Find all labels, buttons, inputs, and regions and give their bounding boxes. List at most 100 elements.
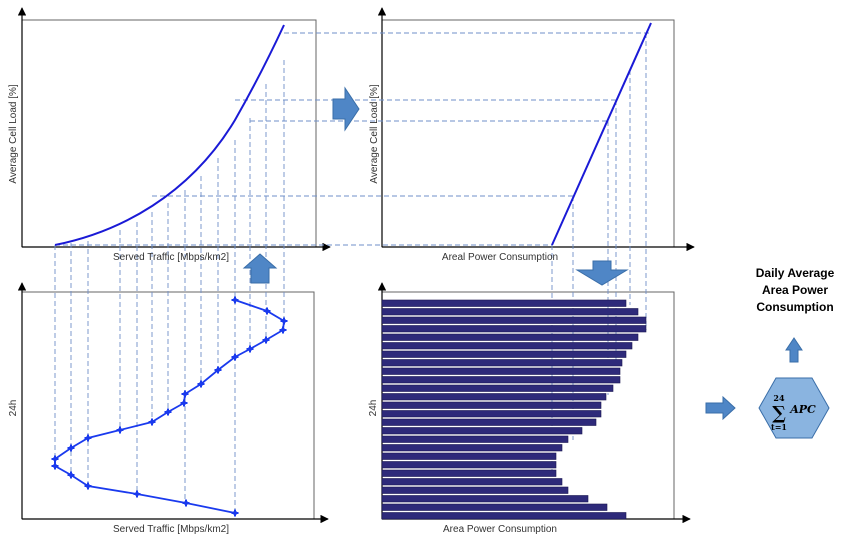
marker-dot [52, 463, 58, 469]
power-bar [381, 512, 627, 520]
marker-dot [215, 367, 221, 373]
traffic-marker [279, 326, 287, 334]
traffic-marker [214, 366, 222, 374]
power-bar [381, 469, 557, 477]
top-right-x-label: Areal Power Consumption [442, 252, 558, 263]
power-bar [381, 486, 569, 494]
power-bar [381, 342, 633, 350]
marker-dot [198, 381, 204, 387]
marker-dot [134, 491, 140, 497]
power-bar [381, 435, 569, 443]
power-bar [381, 393, 607, 401]
traffic-marker [263, 307, 271, 315]
power-bar [381, 427, 583, 435]
bottom-right-x-label: Area Power Consumption [443, 524, 557, 535]
top-left-x-label: Served Traffic [Mbps/km2] [113, 252, 229, 263]
result-right-arrow-icon [705, 395, 736, 421]
sum-lower-limit: t=1 [771, 422, 787, 432]
traffic-marker [148, 418, 156, 426]
power-bar [381, 325, 647, 333]
load-vs-power-line [551, 22, 652, 246]
power-bars [381, 299, 647, 520]
traffic-marker [67, 471, 75, 479]
down-arrow-icon [575, 260, 629, 286]
result-title-line-2: Area Power [762, 283, 828, 297]
traffic-marker [51, 462, 59, 470]
power-bar [381, 452, 557, 460]
flow-arrows [242, 86, 803, 421]
power-bar [381, 308, 639, 316]
traffic-marker [197, 380, 205, 388]
power-bar [381, 503, 608, 511]
power-bar [381, 384, 614, 392]
marker-dot [264, 308, 270, 314]
marker-dot [281, 318, 287, 324]
marker-dot [149, 419, 155, 425]
marker-dot [232, 354, 238, 360]
power-bar [381, 401, 602, 409]
marker-dot [68, 445, 74, 451]
power-bar [381, 316, 647, 324]
marker-dot [182, 391, 188, 397]
marker-dot [68, 472, 74, 478]
marker-dot [183, 500, 189, 506]
traffic-marker [84, 482, 92, 490]
power-bar [381, 350, 627, 358]
marker-dot [117, 427, 123, 433]
traffic-marker [280, 317, 288, 325]
traffic-marker [116, 426, 124, 434]
traffic-markers [51, 296, 288, 517]
traffic-marker [182, 499, 190, 507]
top-left-frame [21, 19, 317, 248]
traffic-marker [51, 455, 59, 463]
traffic-marker [180, 399, 188, 407]
bottom-left-x-label: Served Traffic [Mbps/km2] [113, 524, 229, 535]
right-arrow-icon [332, 86, 360, 132]
bottom-right-y-label: 24h [368, 400, 379, 417]
marker-dot [247, 346, 253, 352]
marker-dot [263, 337, 269, 343]
traffic-marker [262, 336, 270, 344]
result-up-arrow-icon [785, 337, 803, 363]
up-arrow-icon [242, 253, 278, 284]
power-bar [381, 376, 621, 384]
marker-dot [52, 456, 58, 462]
load-vs-traffic-curve [54, 24, 285, 246]
power-bar [381, 410, 602, 418]
power-bar [381, 367, 621, 375]
marker-dot [181, 400, 187, 406]
sum-upper-limit: 24 [773, 393, 785, 403]
traffic-marker [231, 353, 239, 361]
power-bar [381, 444, 563, 452]
traffic-marker [67, 444, 75, 452]
marker-dot [85, 435, 91, 441]
traffic-marker [133, 490, 141, 498]
traffic-marker [84, 434, 92, 442]
marker-dot [85, 483, 91, 489]
top-right-y-label: Average Cell Load [%] [369, 84, 380, 184]
power-bar [381, 299, 627, 307]
traffic-marker [164, 408, 172, 416]
top-left-y-label: Average Cell Load [%] [8, 84, 19, 184]
power-bar [381, 359, 623, 367]
daily-traffic-profile [54, 299, 285, 514]
power-bar [381, 461, 557, 469]
marker-dot [232, 297, 238, 303]
sum-symbol-icon: ∑ [772, 403, 786, 424]
power-bar [381, 418, 597, 426]
power-bar [381, 495, 589, 503]
traffic-marker [246, 345, 254, 353]
result-title-line-3: Consumption [756, 300, 833, 314]
power-bar [381, 478, 563, 486]
marker-dot [232, 510, 238, 516]
traffic-marker [231, 509, 239, 517]
marker-dot [165, 409, 171, 415]
traffic-marker [231, 296, 239, 304]
power-bar [381, 333, 639, 341]
result-title-line-1: Daily Average [756, 266, 835, 280]
traffic-marker [181, 390, 189, 398]
marker-dot [280, 327, 286, 333]
sum-hexagon [758, 377, 830, 439]
sum-term: APC [789, 403, 816, 416]
